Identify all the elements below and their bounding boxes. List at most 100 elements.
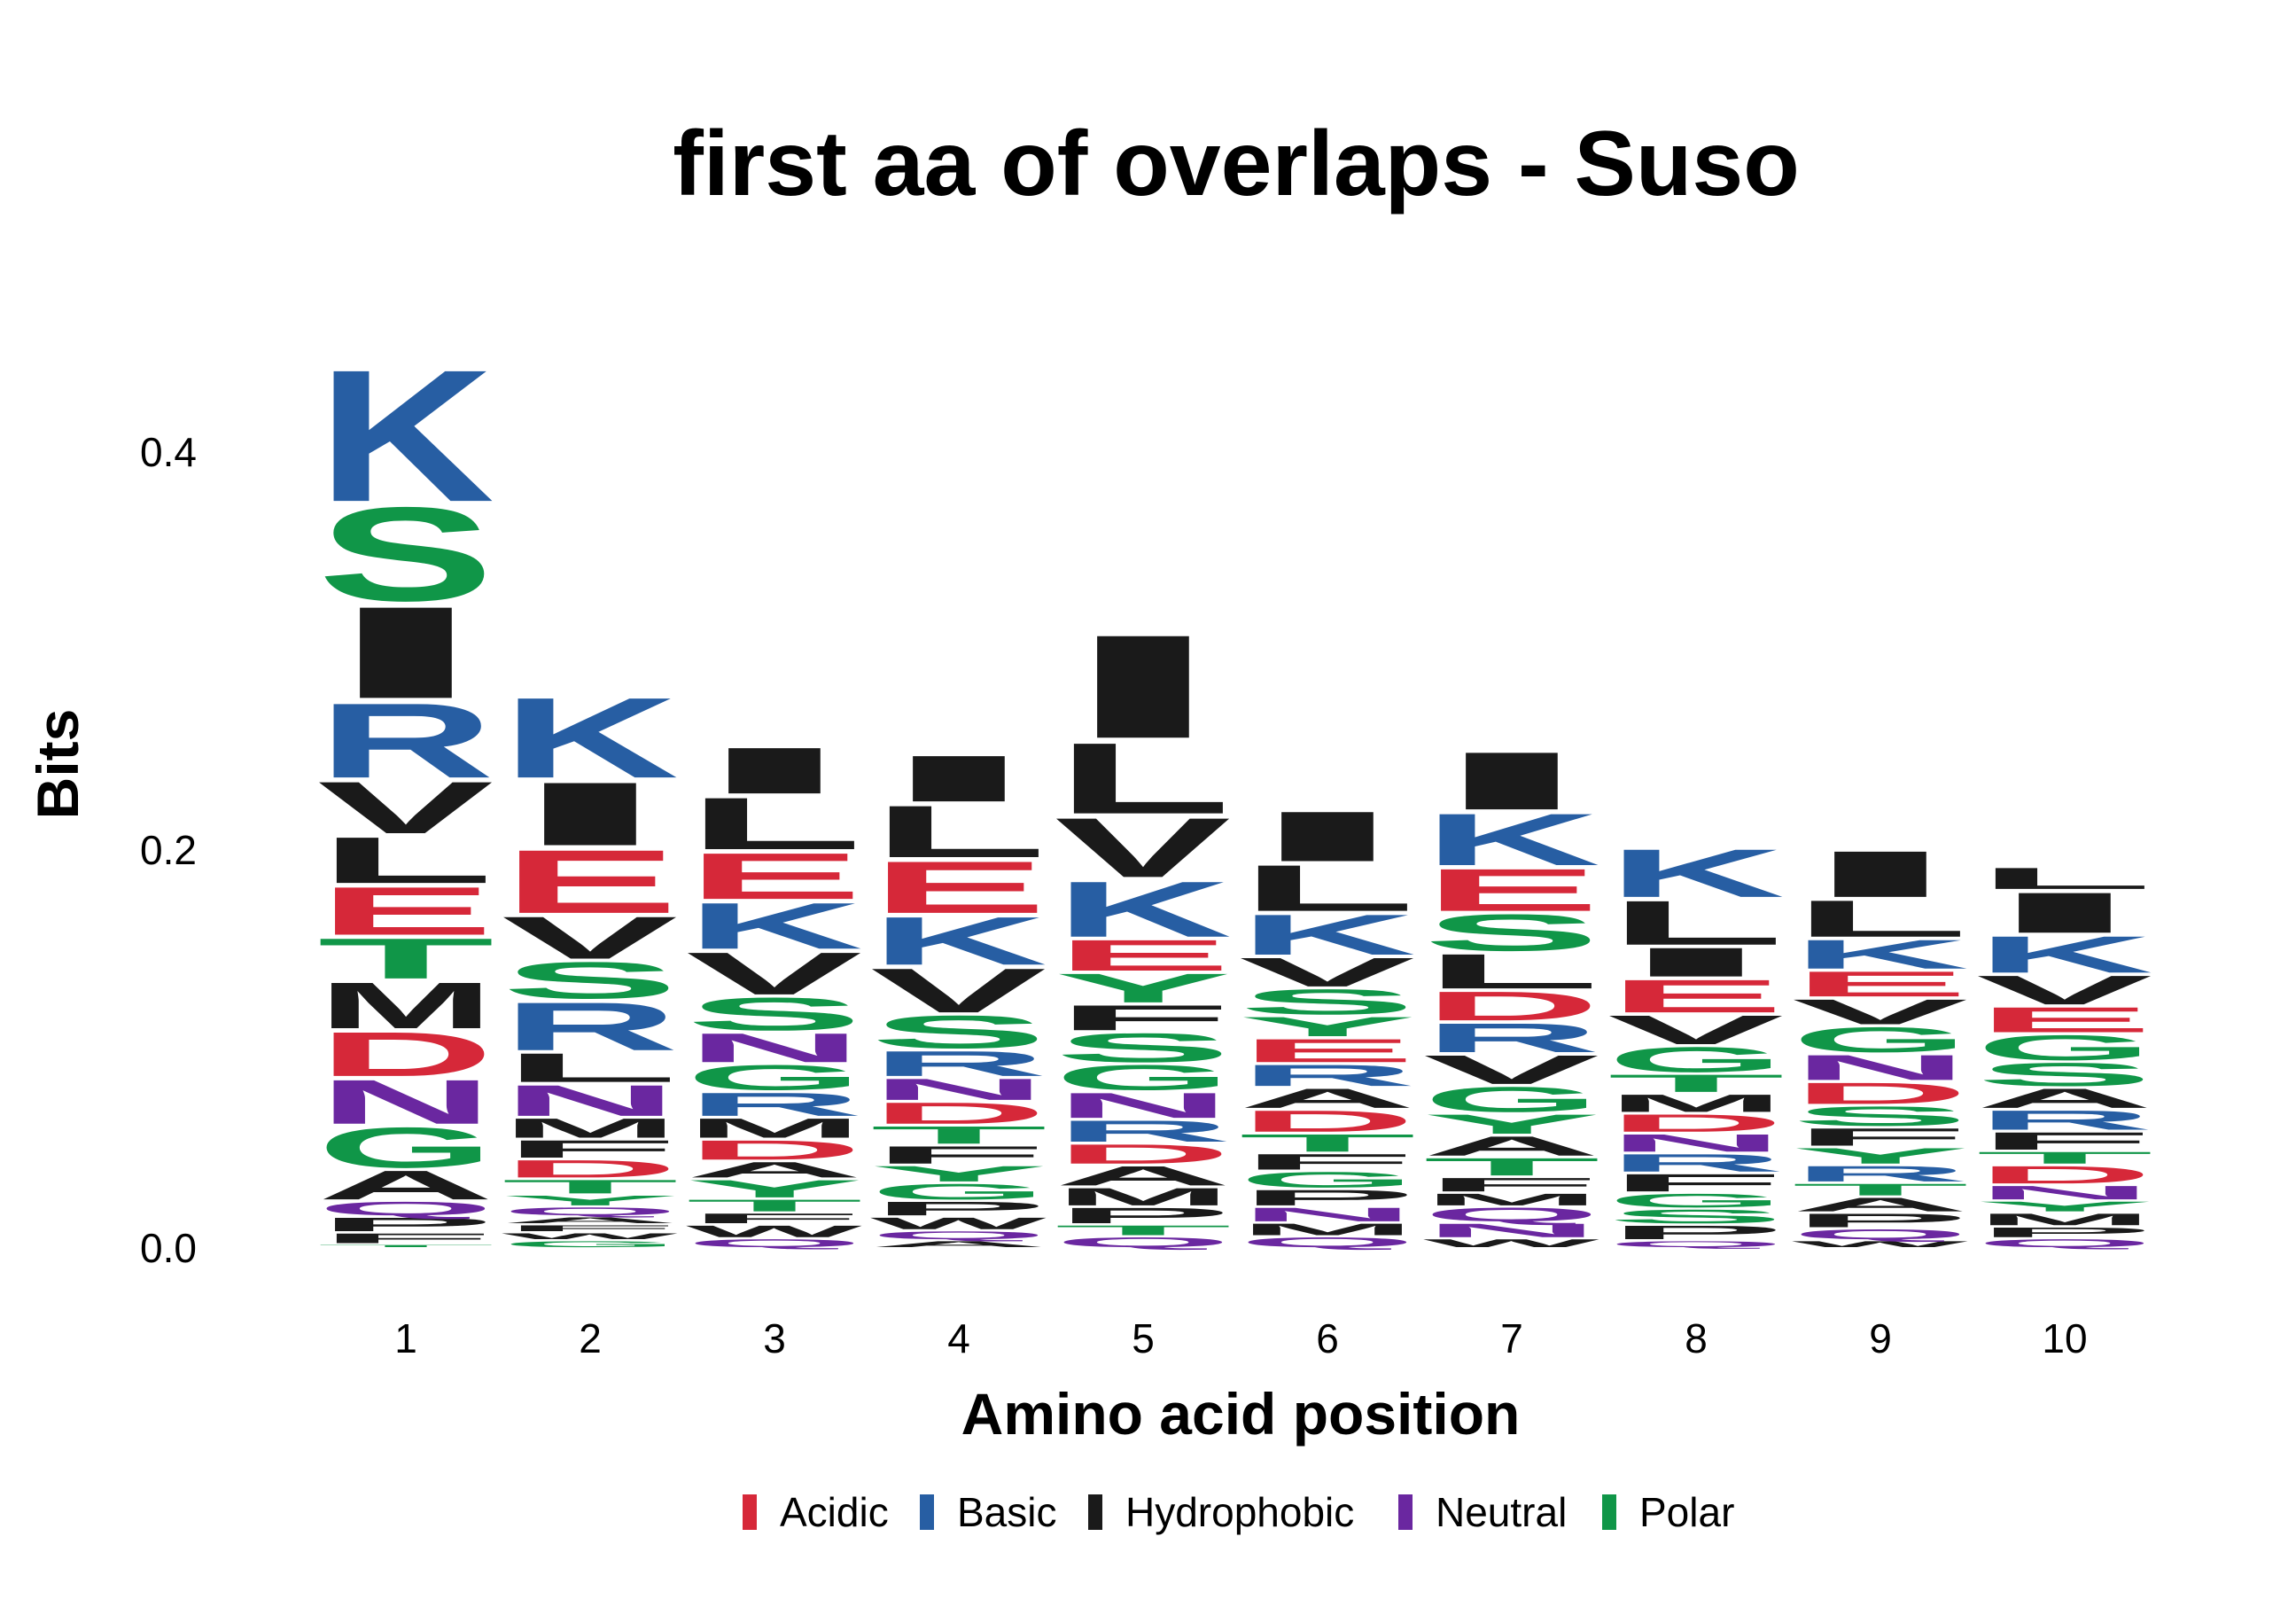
- logo-letter-N: N: [870, 1072, 1047, 1106]
- logo-letter-V: V: [870, 956, 1047, 1026]
- logo-letter-P: P: [1055, 1204, 1232, 1228]
- logo-letter-E: E: [502, 831, 679, 932]
- logo-letter-Q: Q: [1239, 1235, 1416, 1251]
- logo-letter-Y: Y: [870, 1161, 1047, 1186]
- logo-letter-L: L: [1055, 722, 1232, 835]
- logo-letter-N: N: [1607, 1129, 1785, 1157]
- logo-letter-W: W: [686, 1222, 862, 1241]
- logo-letter-G: G: [1239, 1167, 1416, 1192]
- logo-letter-D: D: [686, 1135, 863, 1166]
- logo-letter-I: I: [1976, 881, 2153, 945]
- logo-letter-T: T: [317, 926, 494, 991]
- logo-letter-E: E: [317, 873, 494, 949]
- logo-letter-P: P: [1607, 1221, 1785, 1243]
- logo-letter-V: V: [317, 767, 494, 849]
- logo-letter-G: G: [1792, 1019, 1969, 1059]
- logo-plot-area: TFPQAGNDMTELVRISKGWFAQYTDFMNLRSVEIKQWFTY…: [317, 332, 2153, 1250]
- logo-letter-A: A: [1239, 1083, 1416, 1114]
- logo-letter-G: G: [1607, 1190, 1785, 1211]
- logo-letter-N: N: [1976, 1182, 2153, 1203]
- logo-letter-G: G: [870, 1180, 1047, 1205]
- logo-letter-G: G: [686, 1057, 863, 1097]
- logo-letter-R: R: [1239, 1058, 1416, 1092]
- logo-letter-S: S: [1239, 982, 1416, 1022]
- logo-letter-I: I: [1792, 838, 1969, 911]
- logo-letter-N: N: [1423, 1220, 1600, 1241]
- logo-letter-M: M: [1607, 1089, 1785, 1117]
- logo-letter-W: W: [870, 1214, 1047, 1233]
- logo-letter-F: F: [1607, 1169, 1785, 1197]
- logo-letter-P: P: [870, 1197, 1047, 1219]
- x-tick-label: 3: [763, 1315, 786, 1361]
- logo-letter-L: L: [317, 823, 494, 897]
- logo-letter-N: N: [1239, 1204, 1416, 1225]
- logo-letter-N: N: [317, 1066, 494, 1136]
- logo-letter-Y: Y: [1423, 1109, 1600, 1140]
- logo-letter-A: A: [1423, 1131, 1600, 1162]
- logo-letter-G: G: [317, 1115, 494, 1180]
- logo-letter-E: E: [1792, 964, 1969, 1004]
- logo-letter-V: V: [1976, 967, 2152, 1013]
- logo-letter-L: L: [502, 1045, 679, 1091]
- logo-letter-I: I: [502, 763, 679, 864]
- logo-letter-I: I: [1239, 797, 1416, 877]
- logo-letter-L: L: [1976, 862, 2153, 895]
- logo-letter-E: E: [686, 839, 863, 913]
- logo-letter-S: S: [1976, 1057, 2153, 1093]
- logo-letter-D: D: [1239, 1104, 1416, 1138]
- logo-letter-R: R: [1976, 1104, 2153, 1135]
- logo-letter-P: P: [1976, 1225, 2153, 1241]
- legend-label: Polar: [1639, 1489, 1734, 1535]
- logo-letter-F: F: [1792, 1123, 1969, 1150]
- logo-letter-N: N: [686, 1025, 863, 1071]
- logo-letter-V: V: [1792, 992, 1968, 1032]
- logo-letter-V: V: [686, 940, 862, 1007]
- logo-letter-R: R: [870, 1043, 1047, 1083]
- logo-letter-S: S: [1607, 1205, 1785, 1227]
- logo-letter-Y: Y: [1792, 1143, 1969, 1168]
- logo-letter-F: F: [1976, 1127, 2153, 1155]
- logo-letter-K: K: [1976, 925, 2153, 983]
- logo-letter-S: S: [1792, 1101, 1969, 1132]
- logo-letter-K: K: [1239, 902, 1416, 967]
- logo-letter-V: V: [1607, 1007, 1784, 1053]
- x-tick-label: 7: [1500, 1315, 1523, 1361]
- logo-letter-M: M: [1976, 1210, 2153, 1228]
- logo-letter-Y: Y: [502, 1193, 679, 1209]
- logo-letter-T: T: [1607, 1070, 1785, 1097]
- logo-letter-R: R: [1792, 1161, 1969, 1186]
- logo-letter-F: F: [502, 1135, 679, 1163]
- logo-letter-S: S: [870, 1006, 1047, 1058]
- logo-letter-F: F: [1055, 998, 1232, 1038]
- logo-letter-R: R: [502, 988, 679, 1065]
- logo-letter-E: E: [1607, 970, 1785, 1022]
- logo-letter-E: E: [1055, 931, 1232, 980]
- logo-letter-N: N: [1792, 1048, 1969, 1088]
- chart-title: first aa of overlaps - Suso: [673, 113, 1799, 215]
- logo-letter-T: T: [1423, 1153, 1600, 1181]
- logo-letter-T: T: [317, 1244, 494, 1248]
- logo-letter-M: M: [1239, 1221, 1416, 1239]
- x-tick-label: 2: [579, 1315, 602, 1361]
- logo-letter-Q: Q: [1792, 1227, 1969, 1243]
- legend-label: Acidic: [780, 1489, 889, 1535]
- logo-letter-T: T: [1055, 1222, 1232, 1238]
- logo-letter-K: K: [1607, 835, 1785, 911]
- logo-letter-V: V: [1239, 949, 1415, 995]
- logo-letter-P: P: [317, 1213, 494, 1235]
- legend-swatch: [1602, 1494, 1616, 1530]
- legend-item-neutral: Neutral: [1398, 1489, 1567, 1535]
- logo-letter-Y: Y: [686, 1175, 863, 1203]
- logo-letter-L: L: [870, 791, 1047, 873]
- logo-letter-D: D: [502, 1155, 679, 1182]
- logo-letter-K: K: [317, 332, 494, 542]
- x-tick-label: 6: [1316, 1315, 1339, 1361]
- x-tick-label: 1: [394, 1315, 417, 1361]
- legend-swatch: [920, 1494, 934, 1530]
